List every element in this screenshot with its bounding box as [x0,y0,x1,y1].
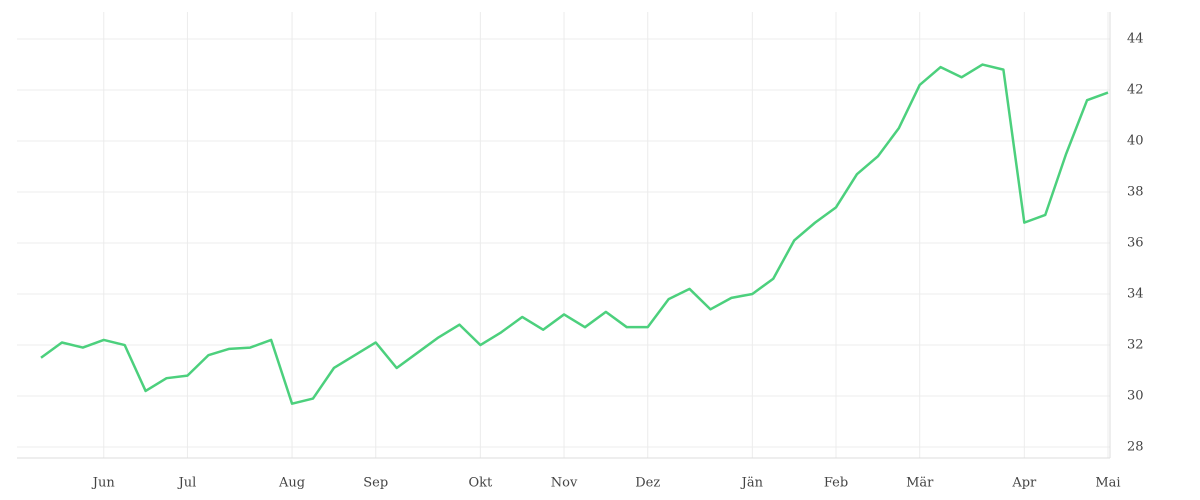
x-tick-label: Aug [278,476,305,491]
y-tick-label: 30 [1127,389,1144,404]
x-tick-label: Mär [906,476,934,491]
x-tick-label: Okt [468,476,493,491]
x-tick-label: Jul [177,476,197,491]
y-tick-label: 44 [1127,32,1144,47]
y-tick-label: 38 [1127,185,1144,200]
x-tick-label: Dez [635,476,660,491]
x-tick-label: Jän [740,476,764,491]
x-tick-label: Apr [1011,476,1037,491]
y-tick-label: 34 [1127,287,1144,302]
y-tick-label: 28 [1127,440,1144,455]
x-tick-label: Mai [1095,476,1120,491]
y-tick-label: 40 [1127,134,1144,149]
x-tick-label: Jun [91,476,116,491]
y-tick-label: 42 [1127,83,1144,98]
y-tick-label: 32 [1127,338,1144,353]
x-tick-label: Nov [551,476,578,491]
y-tick-label: 36 [1127,236,1144,251]
x-tick-label: Feb [824,476,848,491]
x-tick-label: Sep [363,476,388,491]
line [40,63,1109,405]
